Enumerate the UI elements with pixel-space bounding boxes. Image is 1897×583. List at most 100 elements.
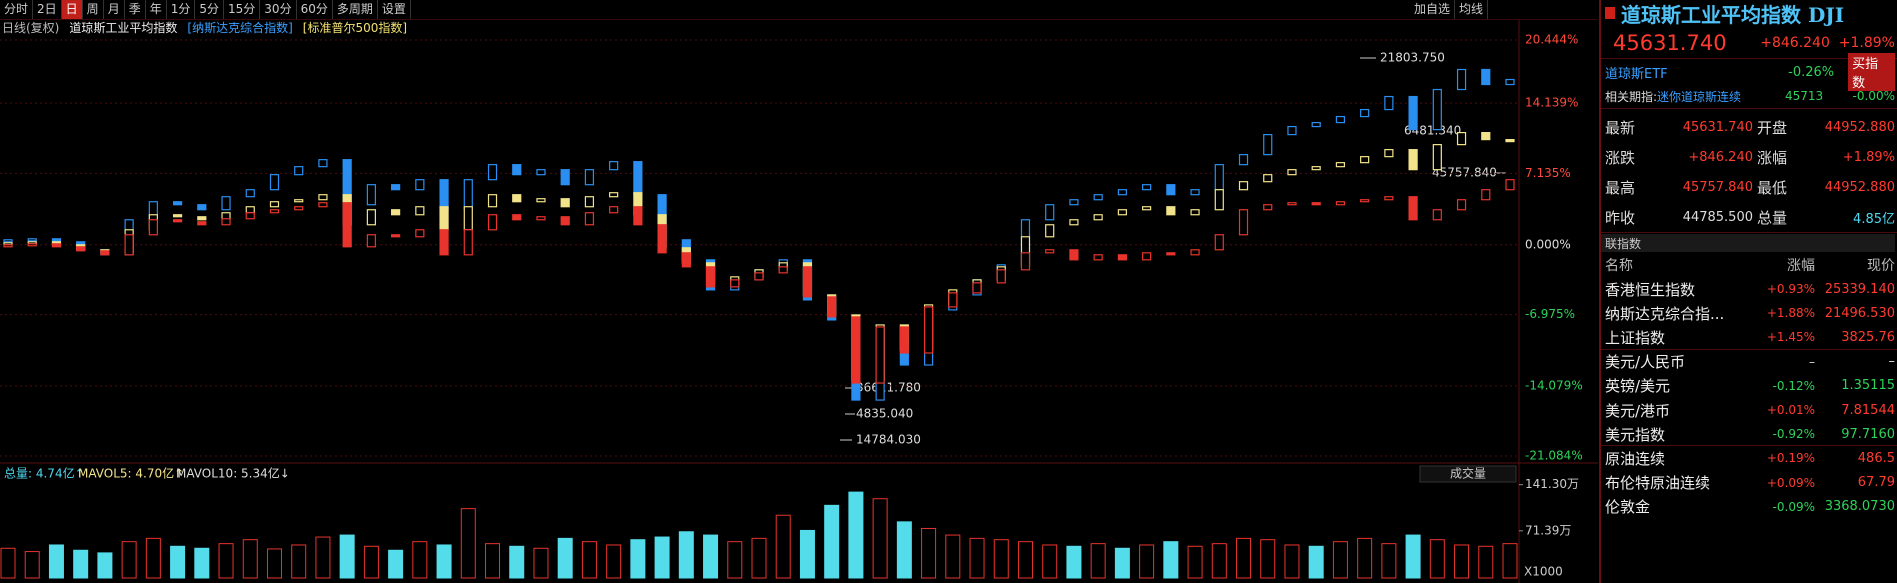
volume-bar <box>1454 544 1470 579</box>
candle <box>221 196 231 211</box>
volume-bar <box>1211 543 1227 579</box>
candle <box>124 234 134 256</box>
col-header: 名称 <box>1605 258 1633 274</box>
legend-overlay[interactable]: [标准普尔500指数] <box>302 21 408 35</box>
buy-button[interactable]: 买指数 <box>1848 53 1896 91</box>
candle <box>1408 95 1418 131</box>
chart: 21803.750 6481.340 45757.840 36611.780 4… <box>0 19 1598 583</box>
volume-bar <box>242 539 258 579</box>
candle <box>1335 201 1346 206</box>
tab[interactable]: 多周期 <box>333 0 378 19</box>
legend: 日线(复权) 道琼斯工业平均指数 [纳斯达克综合指数] [标准普尔500指数] <box>2 20 407 36</box>
tab[interactable]: 设置 <box>378 0 411 19</box>
tab[interactable]: 月 <box>104 0 125 19</box>
tab[interactable]: 30分 <box>260 0 297 19</box>
tab[interactable]: 周 <box>83 0 104 19</box>
candle <box>172 214 183 218</box>
y-tick-label: 7.135% <box>1525 166 1571 180</box>
tab[interactable]: 日 <box>61 0 83 19</box>
volume-selector[interactable] <box>1419 465 1517 483</box>
index-price: 1.35115 <box>1841 378 1895 394</box>
tab[interactable]: 2日 <box>33 0 62 19</box>
index-row[interactable]: 伦敦金 -0.09% 3368.0730 <box>1601 495 1895 519</box>
candle <box>1456 132 1467 146</box>
title: 道琼斯工业平均指数 DJI <box>1621 2 1845 27</box>
stat-label: 总量 <box>1757 208 1788 227</box>
index-row[interactable]: 纳斯达克综合指... +1.88% 21496.530 <box>1601 301 1895 325</box>
tab[interactable]: 分时 <box>0 0 34 19</box>
legend-main: 道琼斯工业平均指数 <box>69 21 178 35</box>
tab[interactable]: 15分 <box>224 0 261 19</box>
stat-label: 涨幅 <box>1757 148 1788 167</box>
volume-bar <box>969 537 985 579</box>
index-row[interactable]: 布伦特原油连续 +0.09% 67.79 <box>1601 471 1895 495</box>
candle <box>366 209 376 226</box>
candle <box>27 238 37 242</box>
candle <box>1432 88 1442 131</box>
volume-bar <box>412 541 428 579</box>
index-row[interactable]: 美元/人民币 – – <box>1601 350 1895 374</box>
index-row[interactable]: 香港恒生指数 +0.93% 25339.140 <box>1601 277 1895 301</box>
candle <box>778 266 788 274</box>
candle <box>1093 194 1103 201</box>
tab[interactable]: 年 <box>146 0 167 19</box>
index-price: 3825.76 <box>1841 329 1895 345</box>
volume-bar <box>606 544 622 579</box>
candle <box>415 229 425 238</box>
stat-value: 4.85亿 <box>1853 211 1895 227</box>
candle <box>1335 115 1346 124</box>
candle <box>633 206 643 226</box>
etf-name[interactable]: 道琼斯ETF <box>1605 66 1668 82</box>
tab[interactable]: 60分 <box>297 0 333 19</box>
volume-selector-label[interactable]: 成交量 <box>1450 466 1486 481</box>
candle <box>245 212 255 220</box>
volume-bar <box>388 549 404 579</box>
candle <box>1263 204 1273 211</box>
volume-bar <box>1236 537 1252 579</box>
index-row[interactable]: 英镑/美元 -0.12% 1.35115 <box>1601 374 1895 398</box>
volume-bar <box>218 543 234 579</box>
candle <box>100 250 110 256</box>
candle <box>851 316 861 384</box>
volume-bar <box>1284 544 1300 579</box>
volume-bar <box>1090 543 1106 579</box>
legend-overlay[interactable]: [纳斯达克综合指数] <box>187 21 293 35</box>
separator <box>1601 58 1897 59</box>
etf-row[interactable]: 道琼斯ETF -0.26% 买指数 <box>1601 53 1896 91</box>
separator <box>1601 348 1897 350</box>
index-change: +0.01% <box>1766 403 1815 417</box>
tab[interactable]: 季 <box>125 0 146 19</box>
candle <box>415 179 425 191</box>
index-name: 原油连续 <box>1605 449 1666 468</box>
stat-value: 45757.840 <box>1682 179 1753 195</box>
candle <box>245 206 255 214</box>
candle <box>269 174 280 191</box>
volume-bar <box>460 508 476 579</box>
stat-label: 最高 <box>1605 178 1636 197</box>
tab[interactable]: 5分 <box>195 0 225 19</box>
index-row[interactable]: 美元/港币 +0.01% 7.81544 <box>1601 398 1895 422</box>
candle <box>512 214 522 221</box>
tab[interactable]: 1分 <box>167 0 196 19</box>
volume-bar <box>1332 541 1348 579</box>
volume-bar <box>1042 544 1058 579</box>
candle <box>609 192 619 198</box>
stat-label: 最新 <box>1605 118 1636 137</box>
volume-bar <box>872 498 888 579</box>
icon <box>1605 7 1615 19</box>
index-change: +1.88% <box>1766 306 1815 321</box>
index-row[interactable]: 原油连续 +0.19% 486.5 <box>1601 446 1895 470</box>
volume-bar <box>48 544 64 579</box>
candle <box>1432 144 1442 171</box>
candle <box>1505 179 1515 191</box>
title-row: 道琼斯工业平均指数 DJI <box>1601 0 1895 27</box>
candle <box>875 326 885 384</box>
button[interactable]: 均线 <box>1455 0 1489 19</box>
button[interactable]: 加自选 <box>1410 0 1456 19</box>
index-price: 25339.140 <box>1824 281 1895 297</box>
futures-name[interactable]: 迷你道琼斯连续 <box>1657 89 1742 104</box>
index-row[interactable]: 美元指数 -0.92% 97.7160 <box>1601 422 1895 446</box>
volume-bar <box>1066 545 1082 579</box>
index-row[interactable]: 上证指数 +1.45% 3825.76 <box>1601 325 1895 349</box>
